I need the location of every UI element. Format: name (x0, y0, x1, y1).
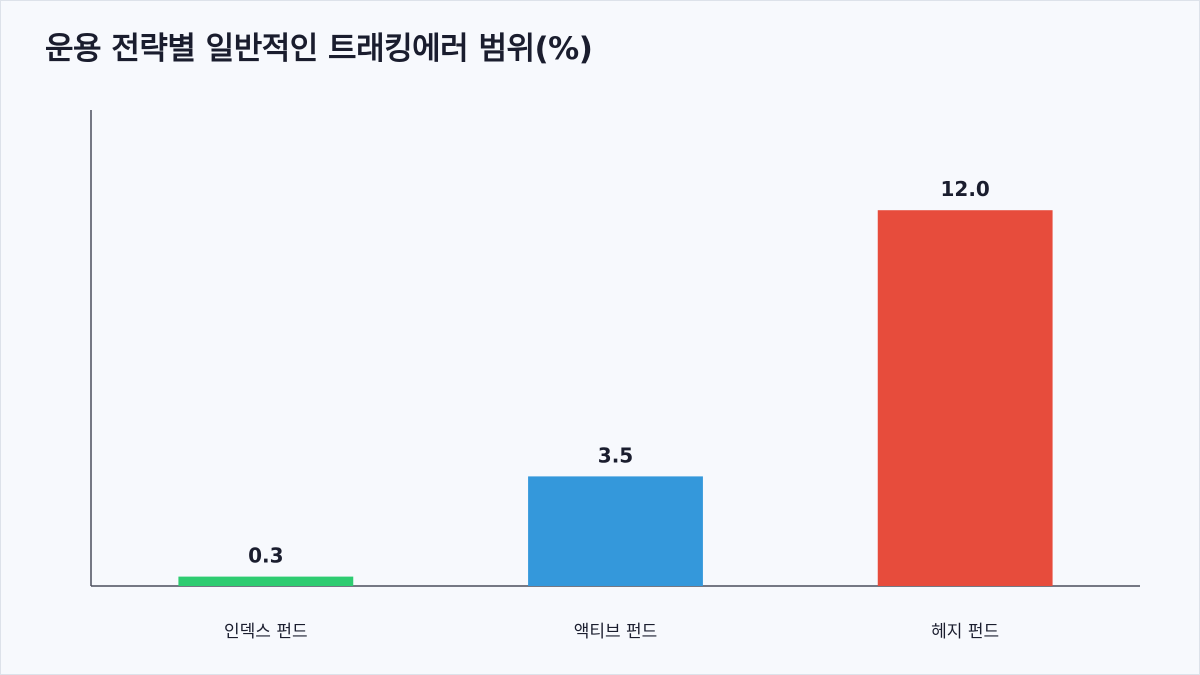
chart-title: 운용 전략별 일반적인 트래킹에러 범위(%) (45, 31, 593, 67)
value-label-2: 3.5 (598, 443, 633, 467)
bar-3 (877, 210, 1053, 587)
bar-1 (178, 576, 354, 586)
plot-area: 0.3 인덱스 펀드 3.5 액티브 펀드 12.0 헤지 펀드 (90, 110, 1140, 642)
category-label-2: 액티브 펀드 (574, 622, 658, 642)
value-label-3: 12.0 (940, 177, 989, 201)
category-label-1: 인덱스 펀드 (224, 622, 308, 642)
bar-2 (528, 476, 703, 586)
category-label-3: 헤지 펀드 (931, 622, 999, 642)
value-label-1: 0.3 (248, 544, 283, 568)
